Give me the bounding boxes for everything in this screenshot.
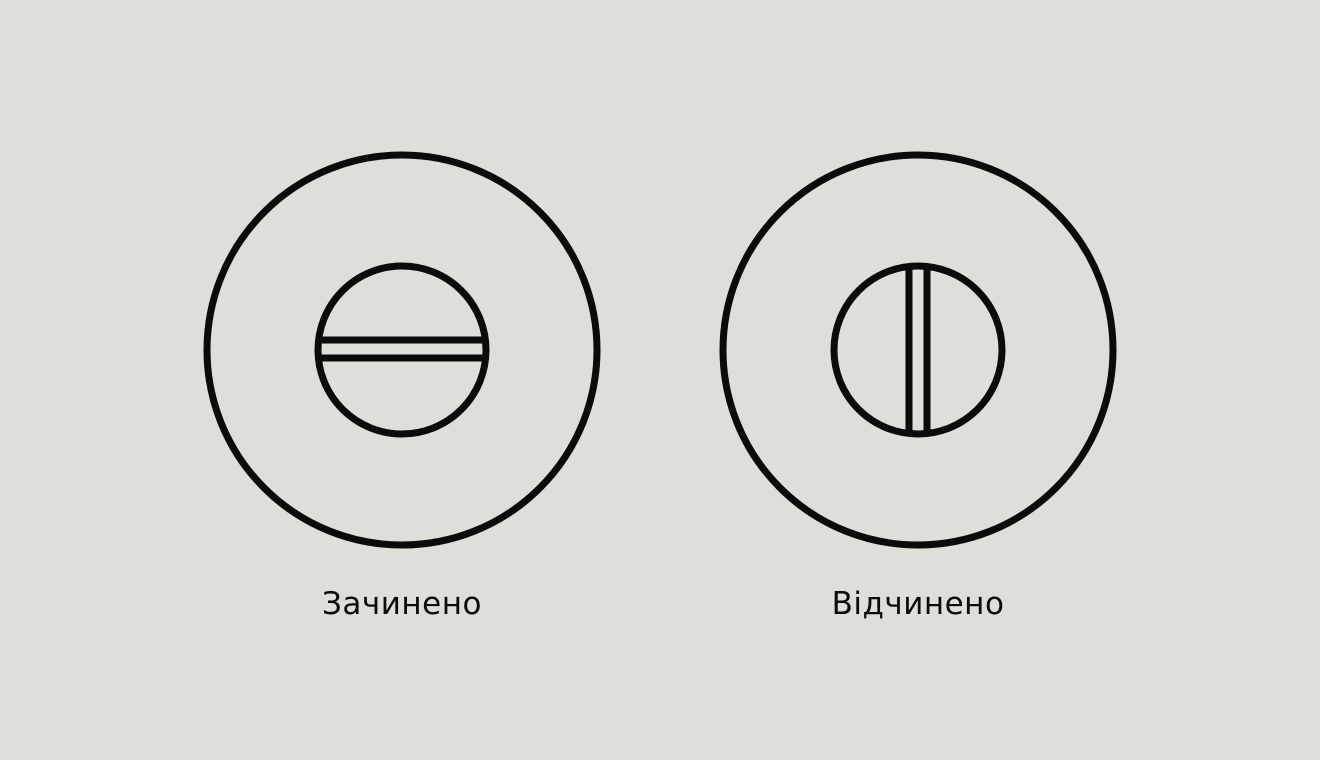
inner-knob — [830, 262, 1006, 438]
lock-open-icon — [719, 151, 1117, 549]
closed-label: Зачинено — [322, 586, 482, 622]
open-indicator: Відчинено — [708, 0, 1128, 760]
lock-closed-icon — [203, 151, 601, 549]
closed-indicator: Зачинено — [192, 0, 612, 760]
inner-knob — [314, 262, 490, 438]
outer-ring — [203, 151, 601, 549]
outer-ring — [719, 151, 1117, 549]
open-label: Відчинено — [831, 586, 1005, 622]
